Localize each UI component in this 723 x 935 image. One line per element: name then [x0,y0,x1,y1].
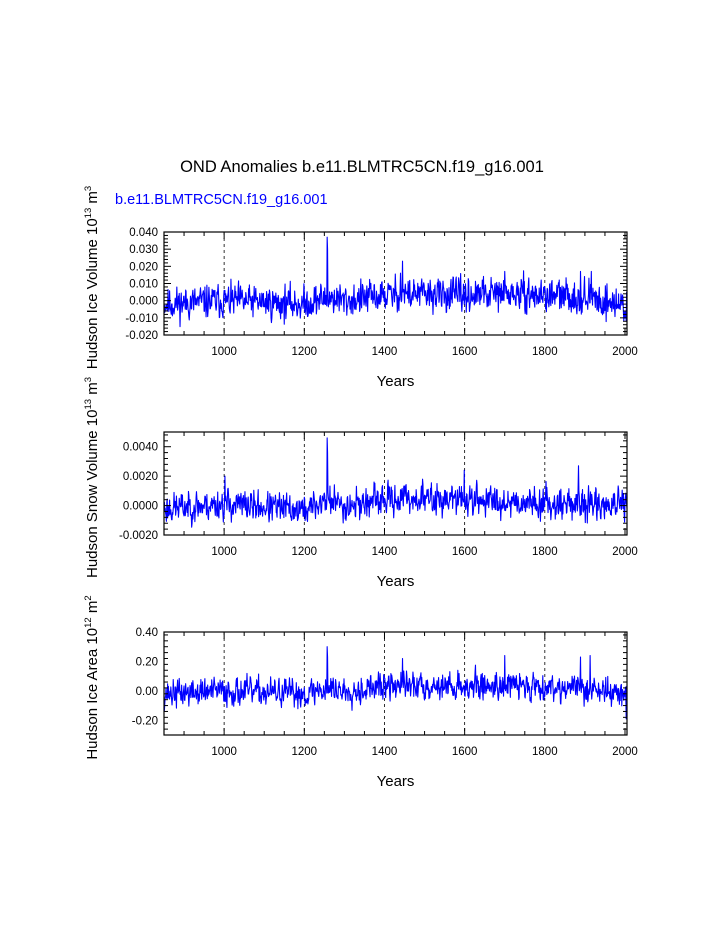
y-axis-label: Hudson Ice Volume 1013 m3 [83,186,101,369]
x-tick-label: 1000 [211,746,237,758]
y-tick-label: 0.020 [129,261,158,273]
chart-panel-2: 1000 1200 1400 1600 1800 2000 -0.0020 0.0000 0.0… [83,377,638,590]
x-tick-label: 1800 [532,546,558,558]
y-tick-label: 0.030 [129,244,158,256]
x-tick-label: 1200 [292,346,318,358]
x-tick-label: 2000 [612,546,638,558]
x-tick-label: 1800 [532,746,558,758]
y-tick-label: 0.20 [136,656,158,668]
y-tick-label: 0.000 [129,296,158,308]
x-tick-label: 1800 [532,346,558,358]
y-axis-label: Hudson Snow Volume 1013 m3 [83,377,101,578]
x-tick-label: 1400 [372,746,398,758]
y-tick-label: 0.0040 [123,442,158,454]
x-tick-label: 1200 [292,546,318,558]
x-tick-label: 1600 [452,546,478,558]
y-tick-label: -0.010 [125,313,158,325]
x-axis-label: Years [377,773,415,790]
series-line-1 [163,437,628,528]
y-tick-label: -0.020 [125,330,158,342]
series-line-1 [163,646,628,720]
x-tick-label: 1600 [452,746,478,758]
plot-frame [163,431,628,536]
y-axis-label: Hudson Ice Area 1012 m2 [83,595,101,759]
y-tick-label: 0.0020 [123,471,158,483]
x-tick-label: 2000 [612,346,638,358]
series-line-1 [163,236,628,328]
chart-panel-1: 1000 1200 1400 1600 1800 2000 -0.020 -0.010 0.00… [83,186,638,390]
y-tick-label: 0.00 [136,686,158,698]
chart-panel-3: 1000 1200 1400 1600 1800 2000 -0.20 0.00 0.20 0.4… [83,595,638,790]
plot-frame [163,631,628,736]
x-tick-label: 2000 [612,746,638,758]
x-tick-label: 1000 [211,346,237,358]
subtitle: b.e11.BLMTRC5CN.f19_g16.001 [115,192,328,208]
x-axis-label: Years [377,573,415,590]
x-tick-label: 1200 [292,746,318,758]
x-tick-label: 1400 [372,346,398,358]
y-tick-label: 0.010 [129,279,158,291]
x-tick-label: 1600 [452,346,478,358]
y-tick-label: 0.0000 [123,501,158,513]
x-tick-label: 1000 [211,546,237,558]
y-tick-label: 0.040 [129,227,158,239]
y-tick-label: 0.40 [136,627,158,639]
main-title: OND Anomalies b.e11.BLMTRC5CN.f19_g16.00… [180,158,544,176]
x-tick-label: 1400 [372,546,398,558]
x-axis-label: Years [377,373,415,390]
y-tick-label: -0.0020 [119,530,158,542]
y-tick-label: -0.20 [132,715,158,727]
